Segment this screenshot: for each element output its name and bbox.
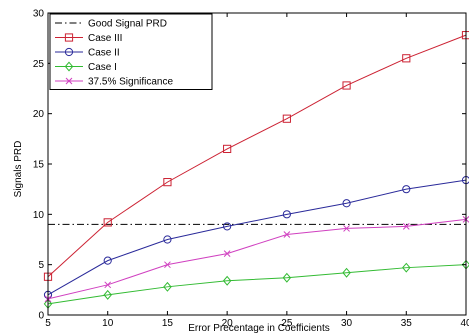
data-point	[223, 144, 232, 154]
y-tick-label: 25	[33, 59, 45, 70]
legend-item: Case III	[55, 33, 122, 44]
data-point	[282, 210, 291, 219]
legend-item: Case I	[55, 61, 117, 73]
data-point	[163, 281, 172, 292]
data-point	[163, 235, 172, 244]
series-group	[43, 31, 469, 309]
data-point	[402, 185, 411, 194]
data-point	[103, 256, 112, 265]
y-tick-label: 5	[38, 260, 44, 271]
legend-label: Case III	[88, 33, 122, 44]
series-line-3	[47, 264, 467, 305]
series-line-1	[47, 34, 467, 278]
data-point	[164, 261, 171, 269]
x-tick-label: 15	[162, 318, 174, 329]
legend-item: Good Signal PRD	[55, 19, 167, 30]
x-tick-label: 10	[102, 318, 114, 329]
x-tick-label: 20	[222, 318, 234, 329]
data-point	[223, 222, 232, 231]
legend-item: 37.5% Significance	[55, 77, 173, 88]
y-tick-label: 30	[33, 9, 45, 20]
data-point	[342, 81, 351, 90]
data-point	[402, 54, 411, 63]
x-tick-label: 35	[401, 318, 413, 329]
legend-label: 37.5% Significance	[88, 77, 173, 88]
y-tick-label: 20	[33, 109, 45, 120]
x-axis-label: Error Precentage in Coefficients	[188, 323, 330, 334]
legend-item: Case II	[55, 48, 120, 59]
legend-label: Case II	[88, 48, 120, 59]
data-point	[223, 250, 231, 257]
data-point	[282, 114, 291, 123]
data-point	[103, 289, 112, 300]
data-point	[342, 199, 351, 208]
data-point	[104, 281, 112, 289]
data-point	[402, 223, 410, 230]
legend-marker	[64, 33, 74, 42]
data-point	[282, 272, 292, 283]
data-point	[402, 262, 411, 273]
data-point	[163, 178, 172, 187]
y-tick-label: 10	[33, 210, 45, 221]
series-3	[43, 259, 469, 309]
x-tick-label: 30	[341, 318, 353, 329]
legend-label: Good Signal PRD	[88, 19, 167, 30]
series-line-2	[47, 179, 467, 296]
x-tick-label: 25	[281, 318, 293, 329]
legend-label: Case I	[88, 62, 117, 73]
series-1	[43, 31, 469, 281]
legend-marker	[64, 47, 74, 57]
data-point	[342, 267, 351, 278]
data-point	[222, 275, 232, 286]
data-point	[343, 225, 350, 232]
series-line-4	[47, 218, 467, 300]
y-tick-label: 15	[33, 160, 45, 171]
data-point	[283, 231, 291, 238]
y-axis-label: Signals PRD	[13, 141, 24, 198]
legend-marker	[64, 61, 74, 72]
legend-marker	[65, 77, 73, 85]
data-point	[103, 218, 112, 227]
y-tick-label: 0	[38, 311, 44, 322]
x-tick-label: 5	[45, 318, 51, 329]
legend: Good Signal PRD Case III Case II Case I 37.5…	[49, 13, 213, 90]
x-tick-label: 40	[460, 318, 469, 329]
